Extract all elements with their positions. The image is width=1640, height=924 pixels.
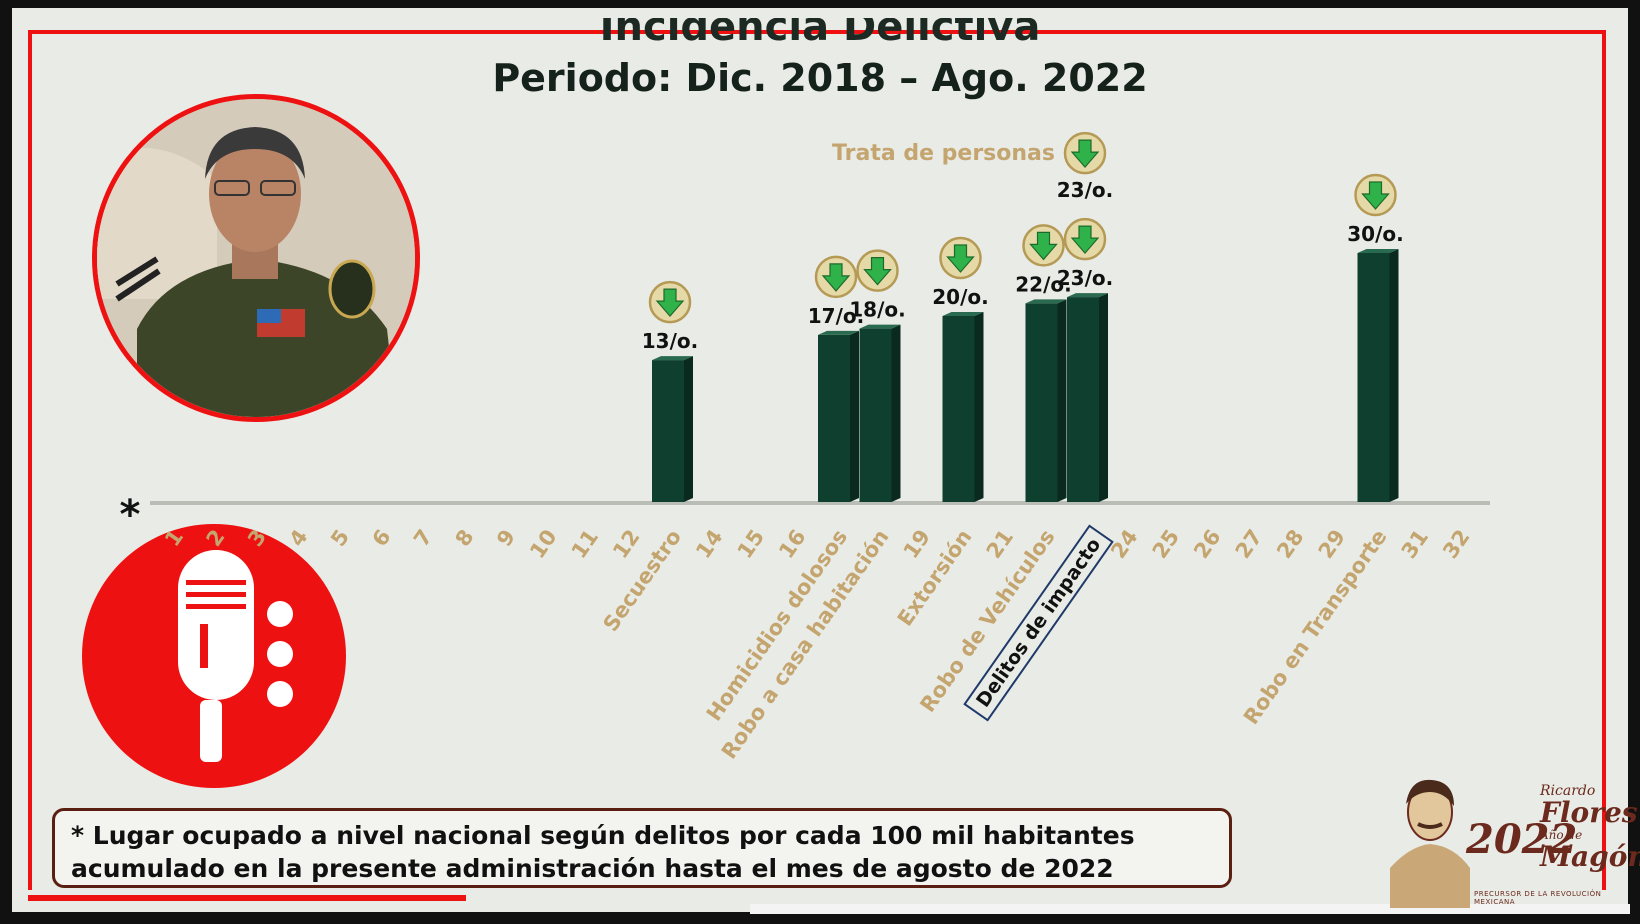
- tick-label: 6: [368, 525, 396, 551]
- tick-label: 1: [160, 525, 188, 551]
- red-frame-border: [28, 30, 1606, 890]
- tick-label: 32: [1438, 525, 1474, 563]
- bar-side: [974, 312, 984, 502]
- tick-label: 26: [1189, 525, 1225, 563]
- bar-top: [1067, 293, 1108, 298]
- bar: [1357, 253, 1390, 502]
- bar-top: [942, 312, 984, 316]
- bar: [1025, 303, 1058, 502]
- speaker-photo: [92, 94, 420, 422]
- down-arrow-icon: [1070, 225, 1100, 255]
- data-label: 13/o.: [642, 329, 698, 353]
- tick-label: 16: [774, 525, 810, 563]
- down-arrow-icon: [655, 288, 685, 318]
- tick-label: 24: [1106, 525, 1142, 563]
- tick-label: 10: [525, 525, 561, 563]
- highlight-box: [963, 524, 1114, 722]
- slide-subtitle: Periodo: Dic. 2018 – Ago. 2022: [492, 56, 1148, 100]
- tick-label: 4: [285, 525, 313, 551]
- tick-label: 8: [451, 525, 479, 551]
- emblem-year-of: Año de: [1540, 828, 1583, 842]
- bar-side: [1389, 249, 1399, 502]
- bar-side: [1099, 293, 1108, 502]
- bar-side: [891, 324, 901, 502]
- tick-label: Robo a casa habitación: [717, 525, 894, 763]
- bar: [1067, 297, 1099, 502]
- bar-top: [1357, 249, 1399, 253]
- emblem-name-second: Flores: [1540, 796, 1638, 829]
- tick-label: 7: [409, 525, 437, 551]
- slide-title: Incidencia Delictiva: [599, 18, 1041, 44]
- bar-top: [1025, 299, 1067, 304]
- microphone-icon: [178, 550, 293, 762]
- microphone-logo: [82, 524, 346, 788]
- data-label: 30/o.: [1347, 222, 1403, 246]
- bar-side: [1057, 299, 1067, 502]
- tick-label: 5: [326, 525, 354, 551]
- data-label: 23/o.: [1057, 266, 1113, 290]
- tick-label: 3: [243, 525, 271, 551]
- tick-label: Robo en Transporte: [1239, 525, 1392, 729]
- tick-label: 19: [899, 525, 935, 563]
- bar-side: [850, 330, 859, 502]
- data-label: 20/o.: [932, 285, 988, 309]
- portrait-sketch-icon: [1390, 779, 1470, 908]
- data-label: 17/o.: [808, 304, 864, 328]
- bar: [859, 328, 892, 502]
- tick-label: 29: [1314, 525, 1350, 563]
- tick-label: 28: [1272, 525, 1308, 563]
- data-label: 18/o.: [849, 298, 905, 322]
- down-arrow-icon: [1361, 181, 1390, 210]
- down-arrow-icon: [821, 263, 851, 292]
- emblem-name-first: Ricardo: [1540, 783, 1596, 799]
- tick-label: 27: [1231, 525, 1267, 563]
- down-arrow-icon: [1029, 231, 1058, 261]
- annotation-data-label: 23/o.: [1057, 178, 1113, 202]
- tick-label: 2: [202, 525, 230, 551]
- footnote-box: * Lugar ocupado a nivel nacional según d…: [52, 808, 1232, 888]
- bar-side: [684, 356, 693, 502]
- down-arrow-icon: [946, 244, 975, 273]
- emblem-caption: PRECURSOR DE LA REVOLUCIÓN MEXICANA: [1474, 890, 1602, 906]
- tick-label: 21: [982, 525, 1018, 563]
- bar-top: [859, 324, 901, 329]
- tick-label: 25: [1148, 525, 1184, 563]
- tick-label: 9: [492, 525, 520, 551]
- bar: [818, 334, 850, 502]
- bar: [652, 360, 684, 502]
- bottom-strip: [750, 904, 1630, 914]
- down-arrow-icon: [863, 257, 892, 286]
- bar-top: [652, 356, 693, 361]
- tick-label: 15: [733, 525, 769, 563]
- emblem-name: Ricardo Flores Año de Magón: [1540, 780, 1640, 873]
- axis-asterisk-marker: *: [120, 492, 141, 538]
- footnote-line-1: * Lugar ocupado a nivel nacional según d…: [71, 821, 1135, 850]
- emblem-year: 2022: [1466, 816, 1578, 863]
- data-label: 22/o.: [1015, 272, 1071, 296]
- bar-top: [818, 330, 859, 335]
- tick-label: 31: [1397, 525, 1433, 563]
- tick-label: 12: [608, 525, 644, 563]
- emblem-name-third: Magón: [1540, 840, 1640, 873]
- footnote-line-2: acumulado en la presente administración …: [71, 854, 1114, 883]
- tick-label: 14: [691, 525, 727, 563]
- bar: [942, 316, 975, 502]
- down-arrow-icon: [1070, 139, 1100, 169]
- tick-label: 11: [567, 525, 603, 563]
- year-emblem: 2022 Ricardo Flores Año de Magón PRECURS…: [1370, 768, 1640, 908]
- slide-title-container: Incidencia Delictiva: [0, 18, 1640, 44]
- red-accent-bar: [28, 895, 466, 901]
- annotation-text: Trata de personas: [832, 141, 1055, 166]
